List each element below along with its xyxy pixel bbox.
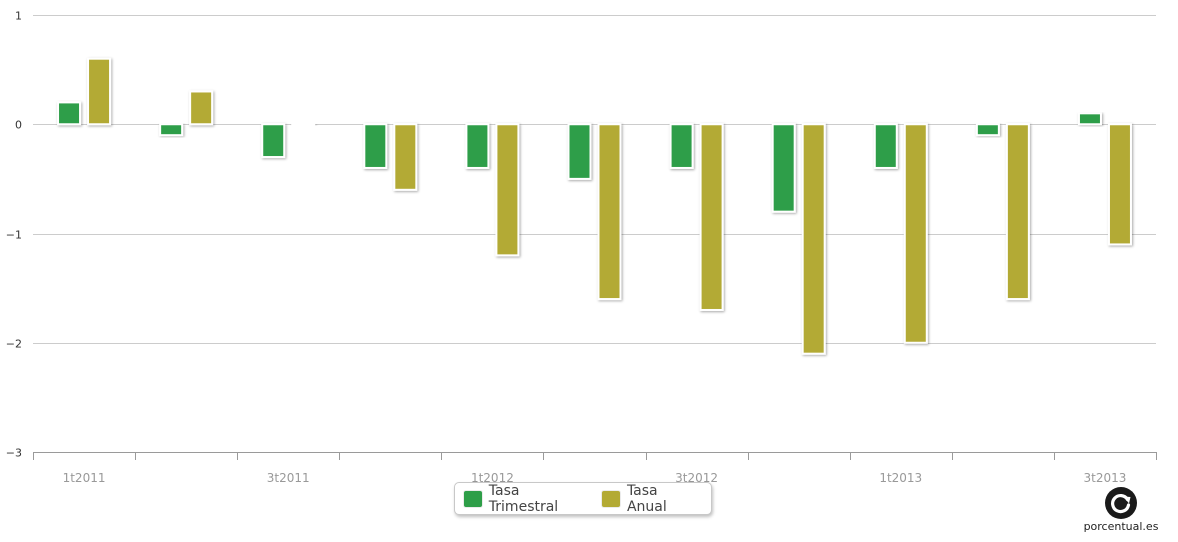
y-tick-label: −3 [6,447,22,460]
bar-tasa-anual[interactable] [801,123,826,355]
x-tick-label: 3t2011 [267,471,310,485]
bar-tasa-trimestral[interactable] [159,123,184,137]
y-axis: 1 0 −1 −2 −3 [6,10,22,460]
bar-tasa-anual[interactable] [189,90,214,126]
bar-tasa-trimestral[interactable] [669,123,694,169]
legend-label: Tasa Trimestral [488,482,559,515]
legend-item-tasa-trimestral[interactable]: Tasa Trimestral [464,483,592,515]
legend-swatch-tasa-trimestral [464,490,482,507]
bar-tasa-anual[interactable] [903,123,928,344]
bar-tasa-trimestral[interactable] [873,123,898,169]
bar-tasa-anual[interactable] [1107,123,1132,246]
y-tick-label: −1 [6,229,22,242]
legend: Tasa Trimestral Tasa Anual [454,482,712,515]
bar-tasa-trimestral[interactable] [261,123,286,159]
y-tick-label: 0 [15,119,22,132]
bar-tasa-anual[interactable] [87,57,112,126]
bar-tasa-anual[interactable] [393,123,418,191]
bar-tasa-trimestral[interactable] [771,123,796,213]
x-axis: 1t2011 3t2011 1t2012 3t2012 1t2013 3t2013 [33,452,1157,485]
bar-series [57,57,1132,355]
y-tick-label: −2 [6,338,22,351]
brand-watermark[interactable]: porcentual.es [1083,486,1159,533]
bar-tasa-trimestral[interactable] [57,101,82,126]
x-tick-label: 1t2012 [471,471,514,485]
legend-item-tasa-anual[interactable]: Tasa Anual [602,483,701,515]
bar-tasa-anual[interactable] [699,123,724,311]
x-tick-label: 1t2013 [879,471,922,485]
refresh-arrow-icon [1104,486,1138,520]
bar-tasa-trimestral[interactable] [567,123,592,180]
bar-tasa-trimestral[interactable] [363,123,388,169]
legend-label: Tasa Anual [626,482,667,515]
bar-tasa-anual[interactable] [597,123,622,301]
bar-tasa-trimestral[interactable] [1077,112,1102,126]
bar-tasa-trimestral[interactable] [465,123,490,169]
bar-tasa-trimestral[interactable] [975,123,1000,137]
bar-tasa-anual[interactable] [1005,123,1030,301]
legend-swatch-tasa-anual [602,490,620,507]
brand-text: porcentual.es [1083,520,1159,533]
bar-tasa-anual[interactable] [291,123,316,127]
bar-tasa-anual[interactable] [495,123,520,257]
grid-lines [33,15,1156,453]
x-tick-label: 3t2012 [675,471,718,485]
x-tick-label: 1t2011 [63,471,106,485]
x-tick-label: 3t2013 [1084,471,1127,485]
y-tick-label: 1 [15,10,22,23]
